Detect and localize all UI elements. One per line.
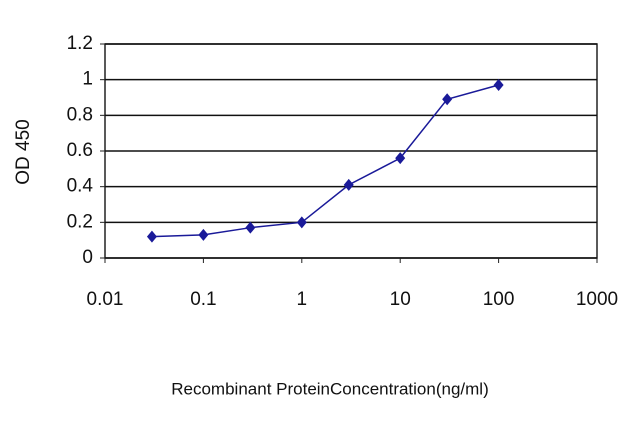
data-point (343, 178, 354, 191)
x-tick-label: 10 (390, 289, 411, 310)
data-point (395, 152, 406, 165)
y-tick-label: 0 (82, 247, 93, 268)
series-line (151, 84, 499, 238)
y-axis-label: OD 450 (13, 119, 34, 184)
data-point (146, 230, 157, 243)
y-tick-label: 1 (82, 69, 93, 90)
y-tick-label: 0.6 (67, 140, 93, 161)
x-tick-label: 0.1 (190, 289, 216, 310)
data-point (442, 93, 453, 106)
y-tick-label: 0.8 (67, 104, 93, 125)
x-tick-label: 100 (483, 289, 515, 310)
x-tick-label: 1 (297, 289, 308, 310)
data-point (245, 221, 256, 234)
x-tick-label: 0.01 (87, 289, 124, 310)
data-point (198, 228, 209, 241)
x-axis-label: Recombinant ProteinConcentration(ng/ml) (171, 379, 489, 398)
y-tick-label: 0.2 (67, 211, 93, 232)
data-point (296, 216, 307, 229)
data-point (493, 79, 504, 92)
y-tick-label: 0.4 (67, 176, 94, 197)
x-tick-label: 1000 (576, 289, 618, 310)
y-tick-label: 1.2 (67, 33, 93, 54)
